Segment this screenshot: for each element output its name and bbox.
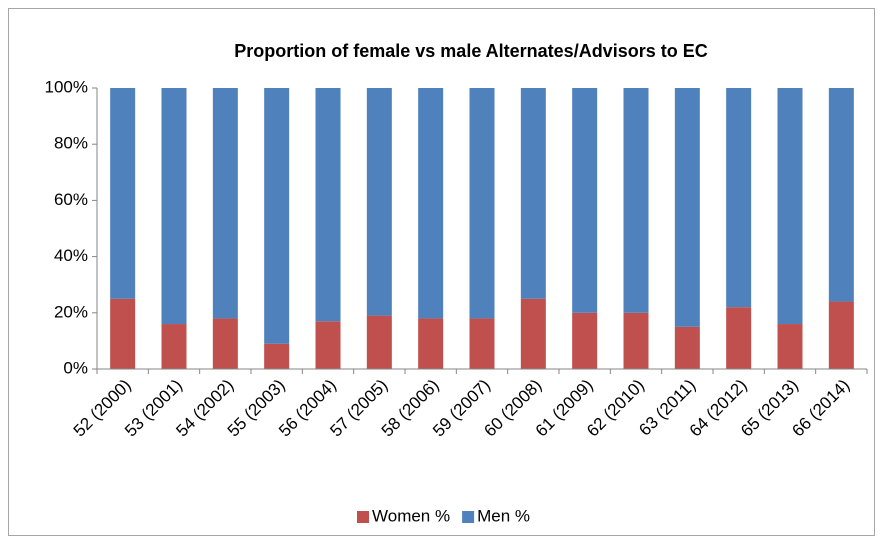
bar-segment (110, 88, 136, 299)
y-tick-label: 20% (54, 302, 88, 321)
bar-segment (777, 88, 803, 325)
y-tick-label: 80% (54, 134, 88, 153)
bar-segment (726, 88, 752, 308)
bar-segment (418, 318, 444, 369)
y-tick-label: 60% (54, 190, 88, 209)
chart-title: Proportion of female vs male Alternates/… (234, 41, 707, 61)
bar-segment (674, 88, 700, 327)
bar-segment (777, 324, 803, 369)
bar-segment (212, 88, 238, 319)
bar-segment (520, 298, 546, 369)
bar-segment (726, 307, 752, 369)
y-tick-label: 0% (63, 358, 88, 377)
bar-segment (264, 88, 290, 344)
bar-segment (161, 324, 187, 369)
bar-segment (674, 326, 700, 369)
bar-segment (572, 88, 598, 313)
bar-segment (623, 312, 649, 369)
bar-segment (315, 88, 341, 322)
bar-segment (623, 88, 649, 313)
bar-segment (264, 343, 290, 369)
bar-segment (572, 312, 598, 369)
bar-segment (161, 88, 187, 325)
bar-segment (315, 321, 341, 369)
bar-segment (520, 88, 546, 299)
legend-swatch (357, 511, 369, 523)
bar-segment (828, 301, 854, 369)
bar-segment (212, 318, 238, 369)
bar-segment (110, 298, 136, 369)
legend-label: Men % (477, 506, 530, 525)
bar-segment (469, 318, 495, 369)
bar-segment (469, 88, 495, 319)
y-tick-label: 40% (54, 246, 88, 265)
bar-segment (366, 315, 392, 369)
bar-segment (418, 88, 444, 319)
y-tick-label: 100% (45, 77, 88, 96)
bar-segment (828, 88, 854, 302)
bar-segment (366, 88, 392, 316)
legend-swatch (462, 511, 475, 523)
legend-label: Women % (372, 506, 450, 525)
